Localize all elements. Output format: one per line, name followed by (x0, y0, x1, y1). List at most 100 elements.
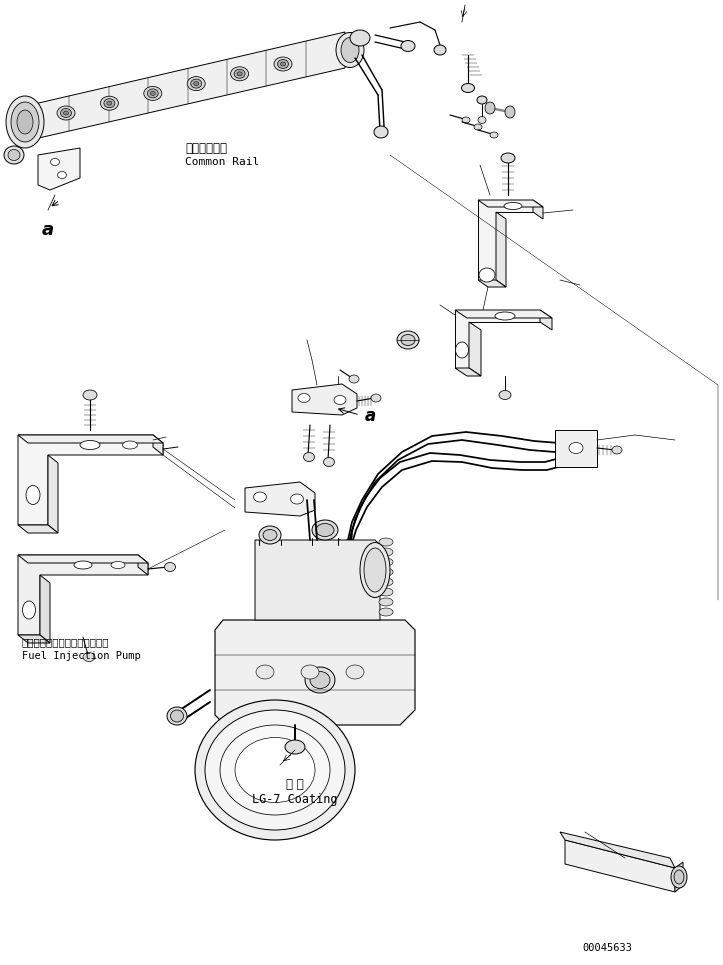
Ellipse shape (144, 87, 162, 100)
Ellipse shape (341, 38, 359, 63)
Ellipse shape (434, 45, 446, 55)
Ellipse shape (304, 453, 315, 461)
Ellipse shape (477, 96, 487, 104)
Ellipse shape (397, 331, 419, 349)
Ellipse shape (165, 563, 176, 571)
Ellipse shape (195, 700, 355, 840)
Ellipse shape (505, 106, 515, 118)
Ellipse shape (557, 441, 573, 463)
Ellipse shape (346, 665, 364, 679)
Ellipse shape (462, 117, 470, 123)
Text: 00045633: 00045633 (582, 943, 632, 953)
Text: Common Rail: Common Rail (185, 157, 260, 167)
Ellipse shape (671, 866, 687, 888)
Ellipse shape (64, 111, 69, 115)
Ellipse shape (612, 446, 622, 454)
Ellipse shape (235, 737, 315, 803)
Polygon shape (478, 200, 533, 280)
Ellipse shape (61, 108, 72, 118)
Ellipse shape (336, 33, 364, 68)
Ellipse shape (499, 391, 511, 400)
Text: a: a (365, 407, 376, 425)
Text: a: a (42, 221, 54, 239)
Ellipse shape (379, 548, 393, 556)
Ellipse shape (495, 312, 515, 320)
Ellipse shape (305, 667, 335, 693)
Ellipse shape (379, 608, 393, 616)
Ellipse shape (569, 443, 583, 454)
Polygon shape (255, 540, 380, 620)
Ellipse shape (263, 530, 277, 540)
Ellipse shape (194, 82, 199, 86)
Ellipse shape (379, 578, 393, 586)
Ellipse shape (83, 390, 97, 400)
Ellipse shape (187, 76, 205, 91)
Ellipse shape (80, 440, 100, 450)
Ellipse shape (220, 725, 330, 815)
Polygon shape (496, 212, 506, 287)
Ellipse shape (485, 102, 495, 114)
Polygon shape (555, 430, 597, 467)
Ellipse shape (298, 394, 310, 402)
Ellipse shape (360, 542, 390, 597)
Ellipse shape (350, 30, 370, 46)
Ellipse shape (147, 89, 158, 97)
Ellipse shape (205, 710, 345, 830)
Polygon shape (533, 200, 543, 219)
Polygon shape (18, 525, 58, 533)
Ellipse shape (364, 548, 386, 592)
Ellipse shape (259, 526, 281, 544)
Ellipse shape (51, 158, 59, 166)
Ellipse shape (278, 60, 288, 69)
Ellipse shape (122, 441, 137, 449)
Ellipse shape (26, 485, 40, 505)
Ellipse shape (374, 126, 388, 138)
Ellipse shape (455, 342, 469, 358)
Ellipse shape (8, 150, 20, 160)
Ellipse shape (379, 558, 393, 566)
Polygon shape (138, 555, 148, 575)
Polygon shape (18, 555, 148, 635)
Polygon shape (675, 862, 683, 892)
Polygon shape (292, 384, 357, 415)
Ellipse shape (291, 494, 304, 504)
Ellipse shape (17, 110, 33, 134)
Polygon shape (18, 635, 50, 643)
Ellipse shape (461, 84, 474, 93)
Ellipse shape (58, 172, 67, 179)
Polygon shape (478, 280, 506, 287)
Polygon shape (455, 368, 481, 376)
Ellipse shape (379, 568, 393, 576)
Ellipse shape (74, 561, 92, 569)
Ellipse shape (501, 153, 515, 163)
Ellipse shape (401, 335, 415, 345)
Polygon shape (40, 575, 50, 643)
Polygon shape (48, 455, 58, 533)
Ellipse shape (104, 98, 115, 108)
Text: フェルインジェクションポンプ: フェルインジェクションポンプ (22, 637, 109, 647)
Ellipse shape (478, 117, 486, 124)
Ellipse shape (301, 665, 319, 679)
Ellipse shape (4, 146, 24, 164)
Ellipse shape (379, 588, 393, 596)
Ellipse shape (107, 101, 112, 105)
Ellipse shape (504, 203, 522, 209)
Ellipse shape (111, 562, 125, 568)
Polygon shape (245, 482, 315, 516)
Polygon shape (455, 310, 540, 368)
Ellipse shape (100, 96, 119, 110)
Ellipse shape (479, 268, 495, 282)
Ellipse shape (256, 665, 274, 679)
Ellipse shape (349, 375, 359, 383)
Ellipse shape (312, 520, 338, 540)
Polygon shape (565, 840, 675, 892)
Ellipse shape (237, 71, 242, 76)
Polygon shape (18, 435, 163, 443)
Polygon shape (38, 148, 80, 190)
Polygon shape (469, 322, 481, 376)
Text: Fuel Injection Pump: Fuel Injection Pump (22, 651, 141, 661)
Ellipse shape (150, 92, 155, 96)
Ellipse shape (490, 132, 498, 138)
Ellipse shape (11, 102, 39, 142)
Ellipse shape (234, 69, 245, 78)
